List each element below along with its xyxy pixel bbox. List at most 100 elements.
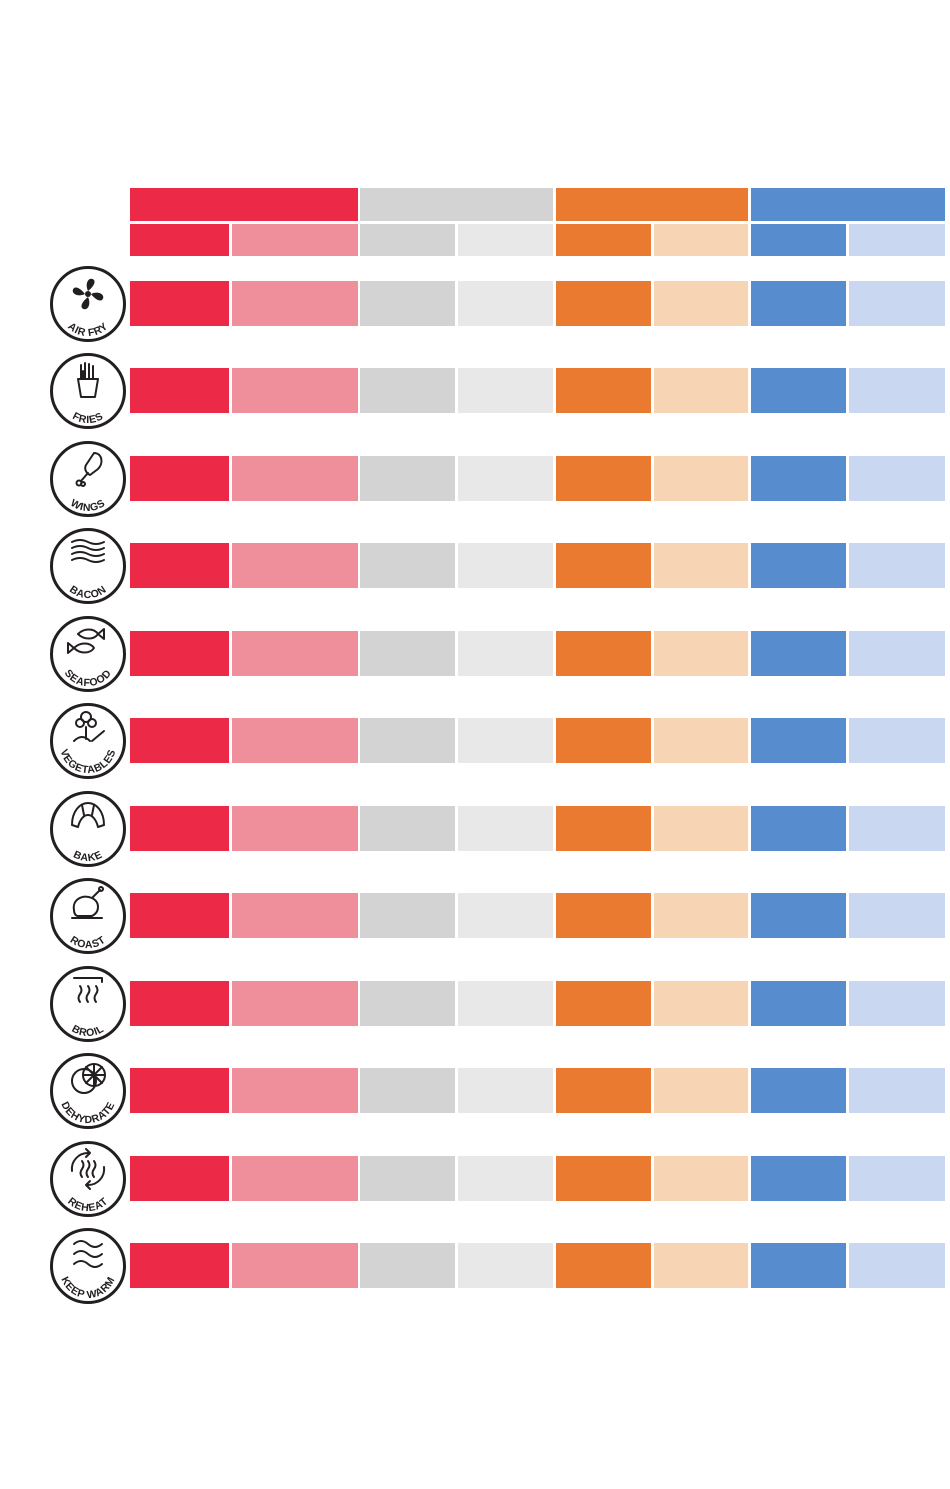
table-cell: [458, 631, 553, 676]
table-cell: [458, 893, 553, 938]
keep-warm-icon: KEEP WARM: [48, 1226, 128, 1306]
table-cell: [556, 1243, 651, 1288]
function-label: AIR FRY: [65, 320, 110, 339]
table-cell: [849, 1068, 945, 1113]
table-cell: [360, 368, 455, 413]
table-cell: [360, 806, 455, 851]
table-cell: [232, 456, 358, 501]
table-cell: [458, 543, 553, 588]
table-cell: [654, 368, 748, 413]
table-cell: [360, 456, 455, 501]
function-label: BAKE: [71, 849, 104, 865]
table-cell: [849, 368, 945, 413]
bacon-icon: BACON: [48, 526, 128, 606]
table-cell: [751, 281, 846, 326]
table-cell: [849, 543, 945, 588]
table-cell: [130, 806, 229, 851]
table-cell: [232, 1243, 358, 1288]
table-cell: [556, 893, 651, 938]
table-cell: [232, 368, 358, 413]
table-cell: [751, 631, 846, 676]
table-cell: [458, 1068, 553, 1113]
header-group-bar-1: [130, 188, 358, 221]
table-cell: [458, 456, 553, 501]
table-cell: [654, 1243, 748, 1288]
table-cell: [130, 368, 229, 413]
table-cell: [654, 631, 748, 676]
function-label: WINGS: [68, 497, 107, 514]
table-cell: [654, 1156, 748, 1201]
fish-icon: SEAFOOD: [48, 614, 128, 694]
table-cell: [458, 718, 553, 763]
table-cell: [360, 981, 455, 1026]
table-cell: [232, 981, 358, 1026]
reheat-icon: REHEAT: [48, 1139, 128, 1219]
header-subcolumn-7: [751, 224, 846, 256]
table-cell: [556, 981, 651, 1026]
table-cell: [360, 1156, 455, 1201]
table-cell: [654, 806, 748, 851]
table-cell: [130, 281, 229, 326]
table-cell: [751, 806, 846, 851]
header-group-bar-2: [360, 188, 553, 221]
table-cell: [130, 1156, 229, 1201]
table-cell: [556, 806, 651, 851]
table-cell: [751, 456, 846, 501]
function-label: FRIES: [71, 410, 106, 426]
table-cell: [849, 631, 945, 676]
fan-icon: AIR FRY: [48, 264, 128, 344]
table-cell: [654, 543, 748, 588]
table-cell: [556, 1068, 651, 1113]
fries-icon: FRIES: [48, 351, 128, 431]
table-cell: [751, 1156, 846, 1201]
table-cell: [130, 1068, 229, 1113]
table-cell: [849, 981, 945, 1026]
table-cell: [232, 1068, 358, 1113]
drumstick-icon: WINGS: [48, 439, 128, 519]
table-cell: [849, 456, 945, 501]
table-cell: [232, 1156, 358, 1201]
table-cell: [130, 1243, 229, 1288]
table-cell: [556, 718, 651, 763]
header-group-bar-3: [556, 188, 748, 221]
table-cell: [232, 631, 358, 676]
table-cell: [849, 281, 945, 326]
table-cell: [556, 1156, 651, 1201]
table-cell: [654, 1068, 748, 1113]
function-label: REHEAT: [65, 1195, 110, 1214]
table-cell: [130, 543, 229, 588]
table-cell: [654, 893, 748, 938]
table-cell: [232, 893, 358, 938]
broil-heat-icon: BROIL: [48, 964, 128, 1044]
table-cell: [360, 631, 455, 676]
header-subcolumn-4: [458, 224, 553, 256]
table-cell: [654, 456, 748, 501]
table-cell: [654, 981, 748, 1026]
table-cell: [360, 543, 455, 588]
function-label: ROAST: [68, 934, 108, 951]
table-cell: [751, 543, 846, 588]
header-subcolumn-5: [556, 224, 651, 256]
table-cell: [360, 718, 455, 763]
header-subcolumn-2: [232, 224, 358, 256]
table-cell: [458, 806, 553, 851]
table-cell: [556, 456, 651, 501]
header-subcolumn-6: [654, 224, 748, 256]
function-label: SEAFOOD: [62, 667, 114, 689]
function-label: BACON: [67, 583, 109, 601]
header-group-bar-4: [751, 188, 945, 221]
roast-chicken-icon: ROAST: [48, 876, 128, 956]
table-cell: [751, 893, 846, 938]
table-cell: [360, 1068, 455, 1113]
table-cell: [232, 543, 358, 588]
table-cell: [360, 1243, 455, 1288]
table-cell: [130, 631, 229, 676]
citrus-slices-icon: DEHYDRATE: [48, 1051, 128, 1131]
table-cell: [458, 981, 553, 1026]
table-cell: [751, 981, 846, 1026]
table-cell: [130, 456, 229, 501]
table-cell: [751, 368, 846, 413]
table-cell: [458, 1156, 553, 1201]
table-cell: [849, 893, 945, 938]
table-cell: [751, 718, 846, 763]
